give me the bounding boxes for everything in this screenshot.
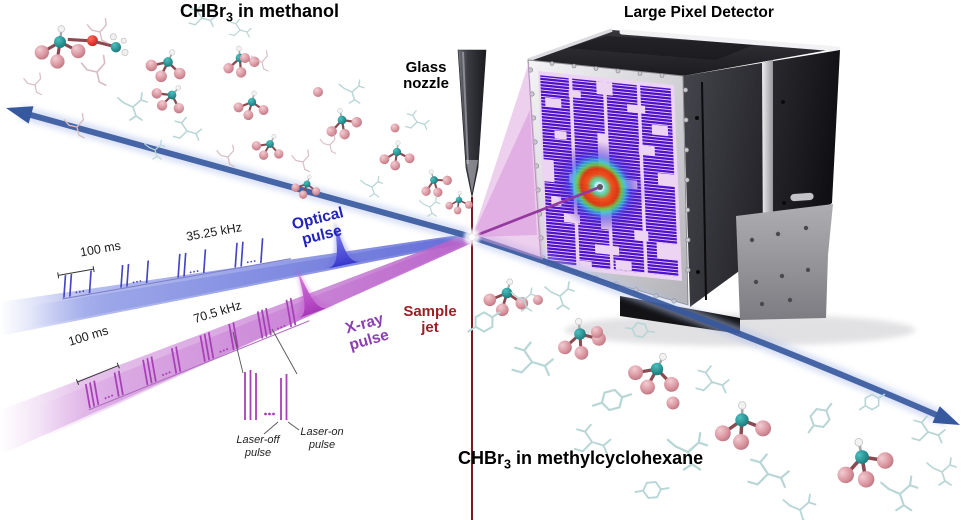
formula-text: CHBr	[180, 1, 227, 21]
laser-off-label: Laser-off pulse	[226, 434, 290, 460]
sample-jet-label: Sample jet	[398, 303, 462, 337]
title-rest: in methylcyclohexane	[511, 448, 704, 468]
laser-on-line1: Laser-on	[300, 426, 344, 438]
formula-subscript: 3	[504, 457, 512, 472]
scattering-cone	[472, 62, 543, 260]
molecule-chbr3	[413, 162, 458, 204]
molecule-chbr3	[144, 73, 196, 123]
glass-nozzle-line2: nozzle	[403, 75, 449, 93]
detector-side-panel	[683, 50, 840, 307]
laser-off-line2: pulse	[244, 447, 272, 460]
xray-pulse-train	[75, 297, 310, 411]
formula-text: CHBr	[458, 448, 505, 468]
methanol-solvent-shell	[23, 4, 441, 217]
molecule-chbr3	[621, 342, 690, 406]
molecule-chbr3	[710, 397, 775, 454]
laser-off-line1: Laser-off	[236, 434, 280, 446]
optical-pulse-peak	[318, 221, 370, 271]
mch-molecule-stream	[467, 274, 957, 520]
xray-pulse-peak	[289, 268, 337, 322]
molecule-chbr3	[444, 190, 474, 216]
arrowhead-lower-right	[932, 406, 960, 425]
glass-nozzle-line1: Glass	[405, 59, 447, 76]
molecule-chbr3-methanol	[33, 24, 129, 71]
detector-mount-plate	[736, 204, 833, 320]
molecule-chbr3	[230, 87, 273, 124]
title-rest: in methanol	[233, 1, 340, 21]
plate-screws	[749, 225, 811, 307]
methanol-molecule-stream	[23, 4, 474, 217]
pixel-panel	[538, 71, 683, 282]
beam-to-detector-center	[471, 185, 601, 239]
molecule-chbr3	[140, 41, 193, 91]
sample-jet-line2: jet	[421, 319, 439, 337]
methanol-title: CHBr3 in methanol	[180, 1, 340, 25]
beam-stop	[597, 184, 603, 190]
sample-jet-line1: Sample	[403, 303, 457, 320]
molecule-chbr3	[480, 274, 533, 321]
mch-title: CHBr3 in methylcyclohexane	[458, 448, 704, 472]
molecule-chbr3	[319, 101, 367, 146]
glass-nozzle	[457, 49, 487, 198]
glass-nozzle-label: Glass nozzle	[394, 59, 458, 93]
molecule-chbr3	[378, 139, 416, 172]
laser-on-label: Laser-on pulse	[290, 426, 354, 452]
detector-title: Large Pixel Detector	[624, 4, 774, 21]
molecule-chbr3	[247, 126, 291, 168]
flow-arrow	[6, 105, 960, 427]
pulse-magnifier-inset	[232, 328, 300, 435]
ellipsis-dots	[104, 324, 286, 400]
formula-subscript: 3	[226, 10, 234, 25]
large-pixel-detector	[527, 28, 915, 346]
arrowhead-upper-left	[6, 106, 34, 124]
molecule-chbr3	[218, 41, 264, 83]
laser-on-line2: pulse	[308, 439, 336, 452]
molecule-chbr3	[826, 428, 902, 498]
detector-top-face	[528, 30, 840, 76]
detector-handle	[789, 192, 815, 202]
optical-pulse-train	[57, 238, 291, 300]
ellipsis-dots	[75, 260, 256, 294]
